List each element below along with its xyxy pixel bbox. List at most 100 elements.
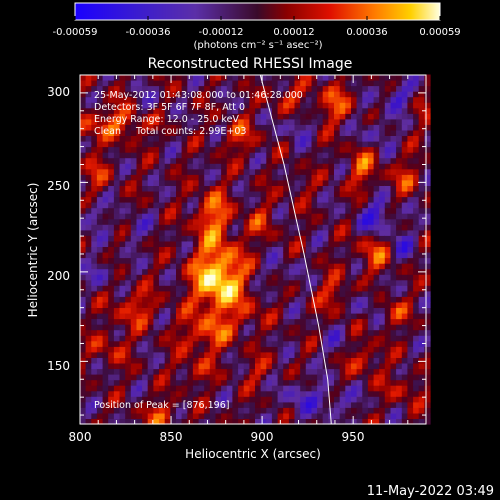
heatmap-cell (198, 351, 205, 358)
heatmap-cell (260, 246, 267, 253)
heatmap-cell (339, 146, 346, 153)
heatmap-cell (271, 363, 279, 370)
heatmap-cell (322, 96, 329, 103)
heatmap-cell (396, 196, 403, 203)
heatmap-cell (204, 313, 211, 320)
heatmap-cell (334, 107, 341, 114)
heatmap-cell (305, 346, 312, 353)
heatmap-cell (113, 141, 121, 148)
heatmap-cell (334, 318, 341, 325)
heatmap-cell (390, 279, 397, 286)
heatmap-cell (238, 202, 245, 209)
heatmap-cell (130, 141, 137, 148)
heatmap-cell (159, 157, 166, 164)
heatmap-cell (238, 335, 245, 342)
heatmap-cell (170, 191, 177, 198)
heatmap-cell (130, 196, 137, 203)
heatmap-cell (328, 213, 335, 220)
heatmap-cell (300, 168, 307, 175)
heatmap-cell (271, 401, 279, 408)
heatmap-cell (305, 290, 312, 297)
heatmap-cell (277, 274, 284, 281)
heatmap-cell (424, 80, 431, 87)
heatmap-cell (142, 196, 149, 203)
heatmap-cell (226, 346, 233, 353)
heatmap-cell (339, 129, 346, 136)
heatmap-cell (277, 335, 284, 342)
heatmap-cell (294, 113, 301, 120)
heatmap-cell (260, 135, 267, 142)
heatmap-cell (102, 368, 109, 375)
heatmap-cell (345, 174, 352, 181)
heatmap-cell (226, 296, 233, 303)
heatmap-cell (379, 335, 386, 342)
heatmap-cell (373, 96, 380, 103)
heatmap-cell (204, 390, 211, 397)
heatmap-cell (356, 374, 363, 381)
heatmap-cell (379, 157, 386, 164)
heatmap-cell (209, 335, 216, 342)
heatmap-cell (136, 174, 143, 181)
heatmap-cell (300, 368, 307, 375)
heatmap-cell (305, 196, 312, 203)
heatmap-cell (339, 124, 346, 131)
heatmap-cell (181, 146, 188, 153)
heatmap-cell (187, 107, 194, 114)
heatmap-cell (136, 340, 143, 347)
heatmap-cell (311, 141, 318, 148)
heatmap-cell (384, 96, 391, 103)
heatmap-cell (102, 124, 109, 131)
heatmap-cell (311, 351, 318, 358)
heatmap-cell (130, 91, 137, 98)
heatmap-cell (125, 285, 132, 292)
heatmap-cell (294, 91, 301, 98)
heatmap-cell (181, 401, 188, 408)
heatmap-cell (80, 346, 87, 353)
heatmap-cell (209, 329, 216, 336)
heatmap-cell (283, 107, 290, 114)
heatmap-cell (215, 274, 222, 281)
heatmap-cell (379, 235, 386, 242)
heatmap-cell (396, 85, 403, 92)
heatmap-cell (176, 213, 183, 220)
heatmap-cell (159, 235, 166, 242)
heatmap-cell (238, 246, 245, 253)
heatmap-cell (266, 141, 273, 148)
heatmap-cell (130, 157, 137, 164)
heatmap-cell (401, 324, 408, 331)
heatmap-cell (249, 213, 256, 220)
heatmap-cell (176, 401, 183, 408)
heatmap-cell (345, 107, 352, 114)
heatmap-cell (226, 207, 233, 214)
heatmap-cell (136, 396, 143, 403)
heatmap-cell (91, 379, 98, 386)
heatmap-cell (271, 80, 279, 87)
heatmap-cell (283, 335, 290, 342)
heatmap-cell (209, 129, 216, 136)
heatmap-cell (288, 301, 296, 308)
heatmap-cell (339, 168, 346, 175)
heatmap-cell (283, 218, 290, 225)
heatmap-cell (204, 168, 211, 175)
heatmap-cell (396, 124, 403, 131)
heatmap-cell (187, 368, 194, 375)
heatmap-cell (221, 396, 228, 403)
heatmap-cell (255, 246, 262, 253)
heatmap-cell (136, 379, 143, 386)
heatmap-cell (283, 80, 290, 87)
heatmap-cell (288, 418, 296, 425)
heatmap-cell (317, 163, 324, 170)
heatmap-cell (142, 335, 149, 342)
heatmap-cell (192, 213, 200, 220)
heatmap-cell (181, 224, 188, 231)
heatmap-cell (221, 407, 228, 414)
heatmap-cell (300, 274, 307, 281)
heatmap-cell (424, 141, 431, 148)
heatmap-cell (130, 135, 137, 142)
heatmap-cell (215, 290, 222, 297)
heatmap-cell (384, 113, 391, 120)
heatmap-cell (418, 124, 425, 131)
heatmap-cell (153, 229, 160, 236)
heatmap-cell (401, 207, 408, 214)
heatmap-cell (328, 163, 335, 170)
